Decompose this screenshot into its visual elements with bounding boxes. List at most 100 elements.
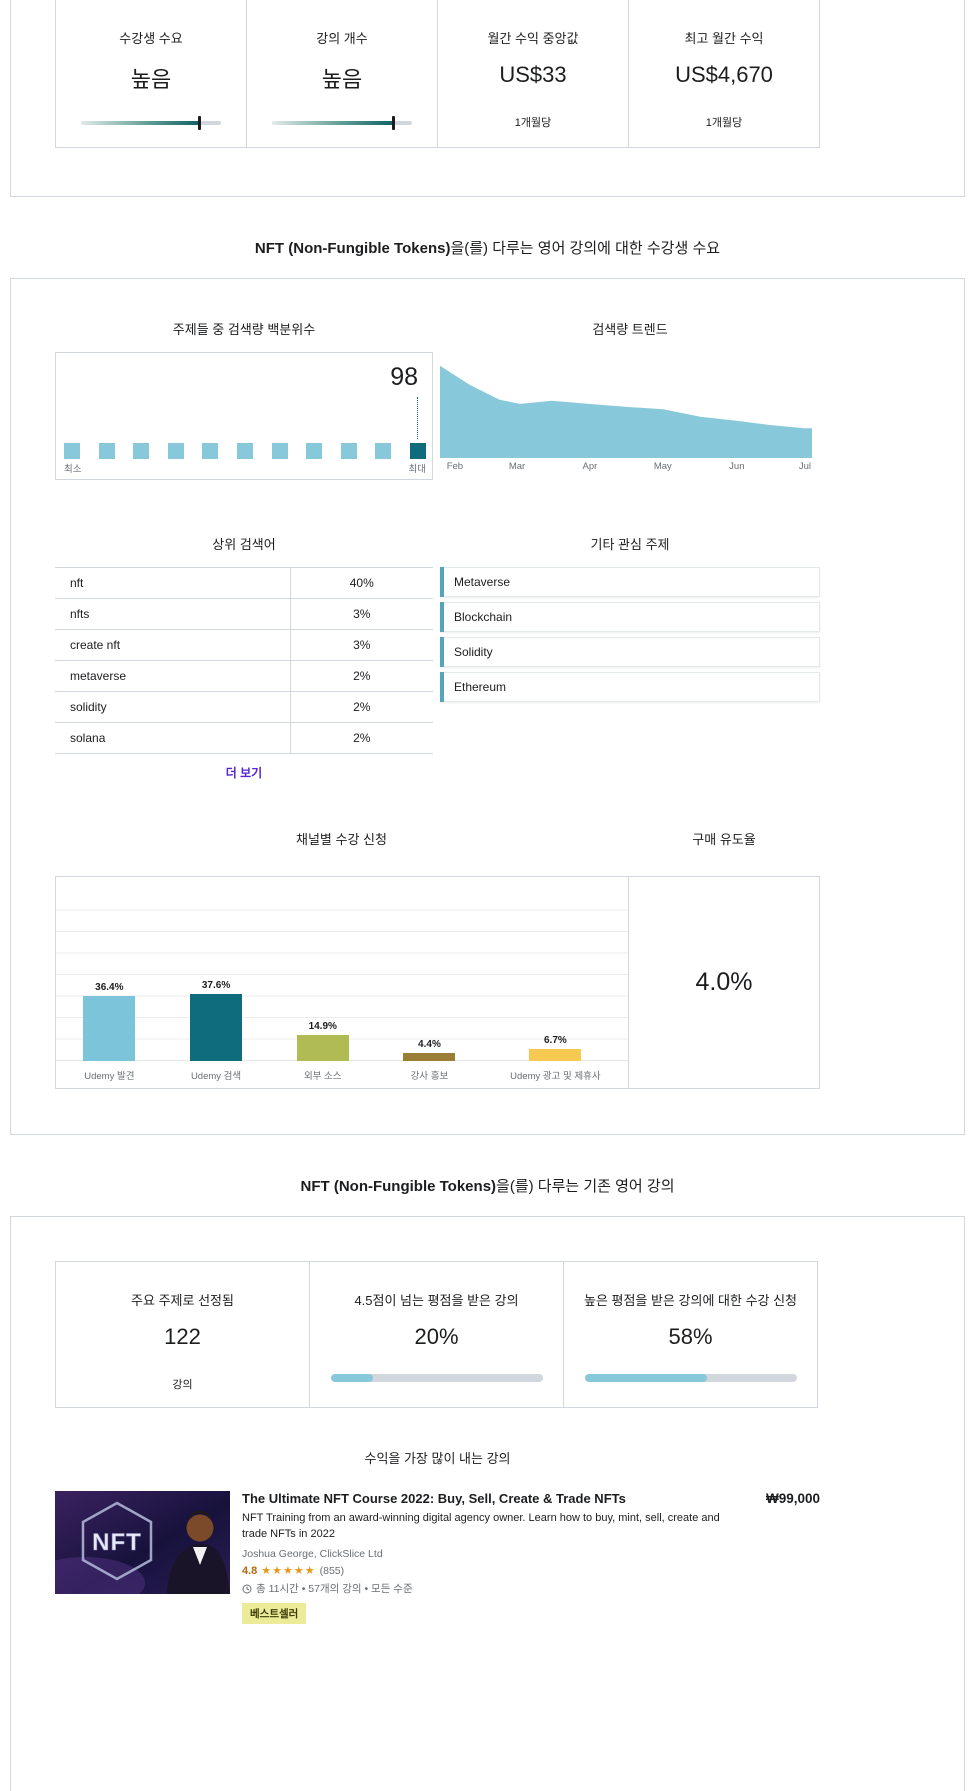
channel-bars: 36.4% Udemy 발견 37.6% Udemy 검색 14.9% 외부 소스 4.4%… (56, 877, 628, 1088)
search-term-row: create nft 3% (55, 629, 433, 661)
percentile-square (202, 443, 219, 459)
course-instructor: Joshua George, ClickSlice Ltd (242, 1548, 383, 1561)
month-label: Feb (446, 461, 464, 472)
search-term: nft (55, 567, 290, 599)
search-term-share: 2% (289, 722, 433, 754)
topic-item[interactable]: Solidity (440, 637, 820, 667)
stat-title: 월간 수익 중앙값 (487, 31, 579, 46)
related-topics-list: Metaverse Blockchain Solidity Ethereum (440, 567, 820, 702)
percentile-marker-line (417, 397, 418, 439)
slider-handle (198, 116, 201, 130)
stat-title: 수강생 수요 (119, 31, 183, 46)
stat-median-revenue: 월간 수익 중앙값 US$33 1개월당 (437, 0, 629, 148)
keywords-row: 상위 검색어 nft 40% nfts 3% create nft 3% metaverse… (55, 534, 820, 781)
search-term-share: 3% (289, 629, 433, 661)
stat-enrollment-share: 높은 평점을 받은 강의에 대한 수강 신청 58% (563, 1261, 818, 1408)
section-title-topic: NFT (Non-Fungible Tokens) (254, 240, 451, 257)
percentile-max-label: 최대 (408, 464, 426, 475)
month-label: Mar (508, 461, 526, 472)
channel-bar-slot: 14.9% 외부 소스 (296, 877, 349, 1088)
topic-item[interactable]: Metaverse (440, 567, 820, 597)
percentile-square (98, 443, 115, 459)
conversion-title: 구매 유도율 (692, 832, 756, 847)
month-label: May (653, 461, 672, 472)
percentile-square-max (409, 443, 426, 459)
section-title-topic: NFT (Non-Fungible Tokens) (300, 1178, 497, 1195)
summary-stats-row: 수강생 수요 높음 강의 개수 높음 월간 수익 중앙값 US$33 1개월당 … (55, 0, 820, 148)
stat-high-rated: 4.5점이 넘는 평점을 받은 강의 20% (309, 1261, 564, 1408)
course-description: NFT Training from an award-winning digit… (242, 1512, 720, 1540)
course-info: The Ultimate NFT Course 2022: Buy, Sell,… (242, 1491, 747, 1625)
search-term-share: 3% (289, 598, 433, 630)
channel-bar (296, 1034, 349, 1061)
search-terms-table: nft 40% nfts 3% create nft 3% metaverse 2% solid… (55, 567, 433, 754)
related-topics-title: 기타 관심 주제 (590, 537, 670, 552)
percentile-square (271, 443, 288, 459)
enrollment-share-progress (584, 1374, 797, 1382)
section-title-rest: 을(를) 다루는 영어 강의에 대한 수강생 수요 (450, 240, 721, 257)
rating-value: 4.8 (242, 1564, 258, 1577)
top-course-heading: 수익을 가장 많이 내는 강의 (364, 1451, 511, 1466)
percentile-square (375, 443, 392, 459)
bar-x-label: Udemy 광고 및 제휴사 (510, 1070, 601, 1082)
clock-icon (242, 1584, 252, 1594)
progress-fill (584, 1374, 708, 1382)
percentile-squares (64, 443, 426, 459)
existing-courses-card: 주요 주제로 선정됨 122 강의 4.5점이 넘는 평점을 받은 강의 20%… (10, 1216, 965, 1791)
charts-row: 주제들 중 검색량 백분위수 98 최소 최대 검색량 트렌드 Feb Mar Ap… (55, 319, 820, 480)
topic-label: Ethereum (454, 680, 507, 694)
top-course-item: NFT The Ultimate NFT Course 2022: Buy, S… (55, 1491, 820, 1625)
percentile-square (64, 443, 80, 459)
percentile-chart-title: 주제들 중 검색량 백분위수 (172, 322, 316, 337)
stat-value: 58% (668, 1324, 713, 1349)
topic-accent-bar (440, 567, 444, 597)
summary-stats-card: 수강생 수요 높음 강의 개수 높음 월간 수익 중앙값 US$33 1개월당 … (10, 0, 965, 197)
stat-subtitle: 1개월당 (514, 117, 552, 129)
slider-fill (81, 121, 200, 125)
topic-item[interactable]: Ethereum (440, 672, 820, 702)
stat-title: 4.5점이 넘는 평점을 받은 강의 (354, 1293, 519, 1308)
bar-value-label: 36.4% (95, 982, 124, 994)
channel-gridlines (56, 891, 628, 1061)
demand-card: 주제들 중 검색량 백분위수 98 최소 최대 검색량 트렌드 Feb Mar Ap… (10, 278, 965, 1135)
existing-section-title: NFT (Non-Fungible Tokens)을(를) 다루는 기존 영어 … (0, 1175, 975, 1196)
trend-months: Feb Mar Apr May Jun Jul (440, 458, 812, 472)
stat-title: 주요 주제로 선정됨 (131, 1293, 234, 1308)
topic-item[interactable]: Blockchain (440, 602, 820, 632)
topic-accent-bar (440, 602, 444, 632)
topic-label: Solidity (454, 645, 493, 659)
stat-value: US$33 (499, 62, 567, 87)
search-term: create nft (55, 629, 290, 661)
bar-value-label: 14.9% (308, 1020, 337, 1032)
slider-handle (391, 116, 395, 130)
course-meta-row: 총 11시간 • 57개의 강의 • 모든 수준 (242, 1581, 747, 1596)
channel-bar (190, 994, 243, 1061)
topic-accent-bar (440, 637, 444, 667)
search-term-row: solana 2% (55, 722, 433, 754)
channel-bar (403, 1053, 456, 1061)
stat-value: 높음 (130, 67, 172, 92)
see-more-link[interactable]: 더 보기 (225, 766, 263, 780)
topic-label: Blockchain (454, 610, 513, 624)
bar-x-label: Udemy 검색 (190, 1070, 242, 1082)
month-label: Apr (582, 461, 598, 472)
search-terms-table-body: nft 40% nfts 3% create nft 3% metaverse 2% solid… (55, 567, 433, 754)
channels-section: 채널별 수강 신청 구매 유도율 36.4% Udemy 발견 37.6% Udemy… (55, 829, 820, 1089)
stat-subtitle: 1개월당 (705, 117, 743, 129)
review-count: (855) (319, 1564, 345, 1577)
bar-x-label: Udemy 발견 (84, 1070, 135, 1082)
demand-level-slider (81, 116, 221, 130)
course-count-slider (272, 116, 412, 130)
bar-value-label: 4.4% (418, 1039, 441, 1051)
course-thumbnail[interactable]: NFT (55, 1491, 230, 1594)
stat-subtitle: 강의 (172, 1379, 193, 1391)
percentile-square (306, 443, 323, 459)
course-rating-row: 4.8 ★★★★★ (855) (242, 1564, 747, 1578)
topic-accent-bar (440, 672, 444, 702)
course-title[interactable]: The Ultimate NFT Course 2022: Buy, Sell,… (242, 1491, 626, 1506)
search-term-row: solidity 2% (55, 691, 433, 723)
percentile-min-label: 최소 (64, 464, 82, 475)
thumbnail-nft-text: NFT (92, 1529, 142, 1556)
channel-bar (529, 1049, 582, 1061)
channel-bar-slot: 37.6% Udemy 검색 (190, 877, 243, 1088)
